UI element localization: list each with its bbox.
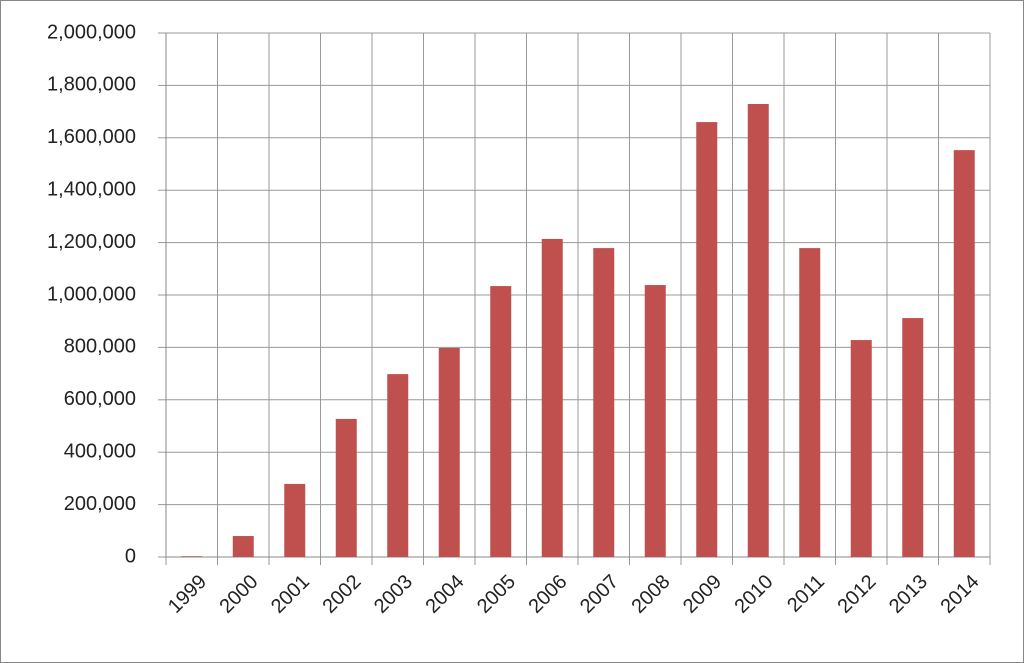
bar bbox=[696, 122, 718, 557]
bar bbox=[593, 248, 615, 558]
bar bbox=[541, 238, 563, 557]
bar bbox=[181, 556, 203, 557]
bar bbox=[490, 286, 512, 557]
y-tick-label: 1,400,000 bbox=[47, 178, 136, 200]
bar bbox=[438, 347, 460, 557]
y-tick-label: 800,000 bbox=[64, 336, 136, 358]
y-tick-label: 200,000 bbox=[64, 493, 136, 515]
y-tick-label: 600,000 bbox=[64, 388, 136, 410]
y-tick-label: 1,000,000 bbox=[47, 283, 136, 305]
bar bbox=[335, 418, 357, 557]
bar bbox=[644, 285, 666, 557]
bar bbox=[747, 104, 769, 557]
y-tick-label: 1,600,000 bbox=[47, 126, 136, 148]
y-tick-label: 1,200,000 bbox=[47, 231, 136, 253]
bar bbox=[232, 536, 254, 557]
bar bbox=[850, 340, 872, 557]
bar bbox=[284, 483, 306, 557]
bar bbox=[902, 318, 924, 557]
y-tick-label: 1,800,000 bbox=[47, 74, 136, 96]
y-tick-label: 2,000,000 bbox=[47, 21, 136, 43]
y-tick-label: 400,000 bbox=[64, 440, 136, 462]
bar bbox=[387, 374, 409, 557]
bar bbox=[953, 150, 975, 557]
y-tick-label: 0 bbox=[125, 545, 136, 567]
bar bbox=[799, 248, 821, 558]
